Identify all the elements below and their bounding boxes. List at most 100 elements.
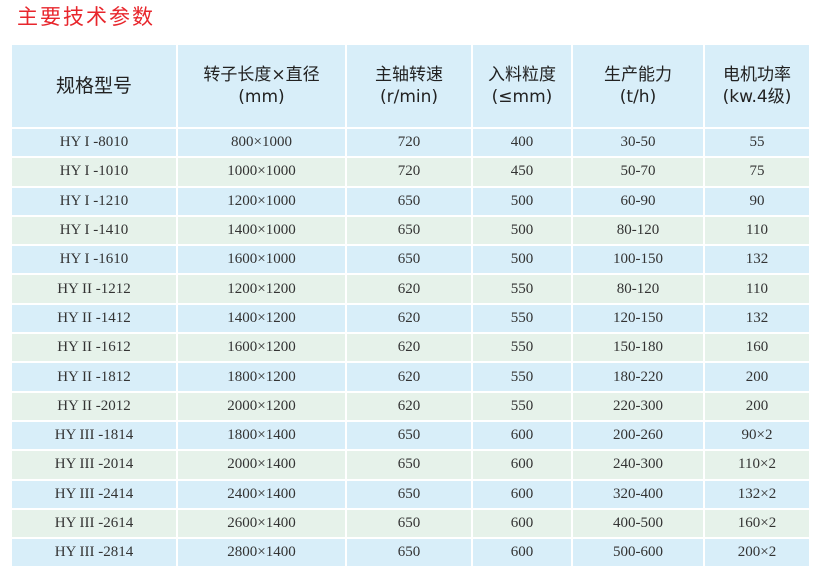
- table-cell: 80-120: [571, 214, 705, 247]
- table-row: HY II -1812 1800×1200 620 550 180-220 200: [10, 361, 811, 393]
- table-cell: 550: [471, 332, 573, 364]
- table-cell: 650: [345, 478, 473, 510]
- header-label: 电机功率: [723, 65, 791, 85]
- table-cell: 1600×1000: [176, 244, 347, 276]
- table-cell: HY II -2012: [10, 390, 178, 422]
- table-cell: 1400×1200: [176, 302, 347, 335]
- table-cell: 160: [703, 332, 811, 364]
- table-cell: 2000×1400: [176, 449, 347, 481]
- table-cell: 550: [471, 390, 573, 422]
- header-label: 规格型号: [55, 75, 132, 97]
- table-cell: HY I -8010: [10, 126, 178, 159]
- table-cell: HY I -1010: [10, 156, 178, 188]
- table-cell: 90: [703, 185, 811, 217]
- column-header: 转子长度×直径 (mm): [176, 43, 347, 129]
- table-cell: HY II -1412: [10, 302, 178, 335]
- header-label: 主轴转速: [375, 65, 443, 85]
- table-cell: 600: [471, 537, 573, 569]
- table-row: HY I -1410 1400×1000 650 500 80-120 110: [10, 214, 811, 247]
- table-cell: 75: [703, 156, 811, 188]
- table-row: HY I -1610 1600×1000 650 500 100-150 132: [10, 244, 811, 276]
- header-label: 入料粒度: [488, 65, 556, 85]
- column-header: 规格型号: [10, 43, 178, 129]
- table-cell: 2400×1400: [176, 478, 347, 510]
- table-cell: 80-120: [571, 273, 705, 305]
- column-header: 生产能力 (t/h): [571, 43, 705, 129]
- table-row: HY I -1210 1200×1000 650 500 60-90 90: [10, 185, 811, 217]
- table-cell: 550: [471, 361, 573, 393]
- table-cell: 50-70: [571, 156, 705, 188]
- table-cell: 450: [471, 156, 573, 188]
- table-cell: 600: [471, 449, 573, 481]
- table-cell: 600: [471, 419, 573, 452]
- header-row: 规格型号 转子长度×直径 (mm) 主轴转速 (r/min) 入料粒度 (≤mm) 生产能力(…: [10, 43, 811, 129]
- table-cell: 1600×1200: [176, 332, 347, 364]
- table-cell: 110: [703, 273, 811, 305]
- table-cell: 400: [471, 126, 573, 159]
- table-cell: HY III -2814: [10, 537, 178, 569]
- table-cell: 100-150: [571, 244, 705, 276]
- table-cell: 650: [345, 449, 473, 481]
- table-cell: HY III -2014: [10, 449, 178, 481]
- table-cell: HY I -1210: [10, 185, 178, 217]
- page-title: 主要技术参数: [17, 5, 155, 29]
- table-cell: HY II -1812: [10, 361, 178, 393]
- table-row: HY III -2814 2800×1400 650 600 500-600 200×2: [10, 537, 811, 569]
- table-cell: 650: [345, 185, 473, 217]
- table-cell: HY I -1610: [10, 244, 178, 276]
- table-cell: 90×2: [703, 419, 811, 452]
- table-cell: 2800×1400: [176, 537, 347, 569]
- table-cell: 120-150: [571, 302, 705, 335]
- table-row: HY III -2414 2400×1400 650 600 320-400 132×2: [10, 478, 811, 510]
- header-label: 生产能力: [604, 65, 672, 85]
- table-row: HY III -2014 2000×1400 650 600 240-300 110×2: [10, 449, 811, 481]
- header-unit: (r/min): [379, 87, 439, 107]
- table-cell: 720: [345, 126, 473, 159]
- table-cell: HY III -1814: [10, 419, 178, 452]
- table-cell: 600: [471, 507, 573, 540]
- table-row: HY III -1814 1800×1400 650 600 200-260 90×2: [10, 419, 811, 452]
- table-cell: 550: [471, 273, 573, 305]
- table-cell: 2000×1200: [176, 390, 347, 422]
- table-cell: 110×2: [703, 449, 811, 481]
- table-row: HY I -1010 1000×1000 720 450 50-70 75: [10, 156, 811, 188]
- table-cell: 500-600: [571, 537, 705, 569]
- table-cell: 650: [345, 214, 473, 247]
- table-cell: HY III -2414: [10, 478, 178, 510]
- table-cell: 620: [345, 390, 473, 422]
- table-cell: 150-180: [571, 332, 705, 364]
- table-cell: HY I -1410: [10, 214, 178, 247]
- table-cell: 30-50: [571, 126, 705, 159]
- table-cell: 200: [703, 361, 811, 393]
- table-cell: 620: [345, 332, 473, 364]
- table-cell: 1800×1200: [176, 361, 347, 393]
- table-cell: 320-400: [571, 478, 705, 510]
- table-row: HY II -2012 2000×1200 620 550 220-300 200: [10, 390, 811, 422]
- table-cell: 400-500: [571, 507, 705, 540]
- table-cell: 1400×1000: [176, 214, 347, 247]
- header-unit: (kw.4级): [722, 87, 792, 107]
- table-cell: 2600×1400: [176, 507, 347, 540]
- table-cell: 220-300: [571, 390, 705, 422]
- table-cell: 720: [345, 156, 473, 188]
- table-cell: HY II -1612: [10, 332, 178, 364]
- table-row: HY II -1612 1600×1200 620 550 150-180 160: [10, 332, 811, 364]
- table-cell: 620: [345, 302, 473, 335]
- table-cell: 200: [703, 390, 811, 422]
- header-label: 转子长度×直径: [203, 65, 320, 85]
- table-cell: 1200×1000: [176, 185, 347, 217]
- table-row: HY II -1412 1400×1200 620 550 120-150 132: [10, 302, 811, 335]
- column-header: 电机功率 (kw.4级): [703, 43, 811, 129]
- table-cell: 650: [345, 507, 473, 540]
- table-cell: 1200×1200: [176, 273, 347, 305]
- table-cell: HY II -1212: [10, 273, 178, 305]
- header-unit: (mm): [238, 87, 285, 107]
- header-unit: (t/h): [619, 87, 657, 107]
- table-cell: 650: [345, 244, 473, 276]
- header-unit: (≤mm): [491, 87, 553, 107]
- column-header: 入料粒度 (≤mm): [471, 43, 573, 129]
- table-row: HY I -8010 800×1000 720 400 30-50 55: [10, 126, 811, 159]
- table-row: HY II -1212 1200×1200 620 550 80-120 110: [10, 273, 811, 305]
- table-cell: 240-300: [571, 449, 705, 481]
- table-cell: 1000×1000: [176, 156, 347, 188]
